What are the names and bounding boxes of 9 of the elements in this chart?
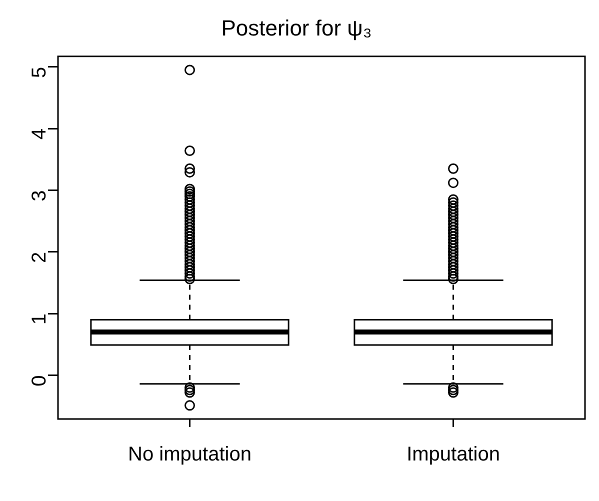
y-tick-label: 2	[28, 252, 51, 264]
y-tick-label: 3	[28, 190, 51, 202]
x-tick-label: Imputation	[406, 444, 500, 466]
chart-title: Posterior for ψ₃	[221, 15, 372, 40]
y-tick-label: 1	[28, 314, 51, 325]
y-tick-label: 5	[28, 66, 51, 78]
y-tick-label: 0	[28, 375, 51, 386]
x-tick-label: No imputation	[128, 444, 252, 466]
y-tick-label: 4	[28, 128, 51, 140]
